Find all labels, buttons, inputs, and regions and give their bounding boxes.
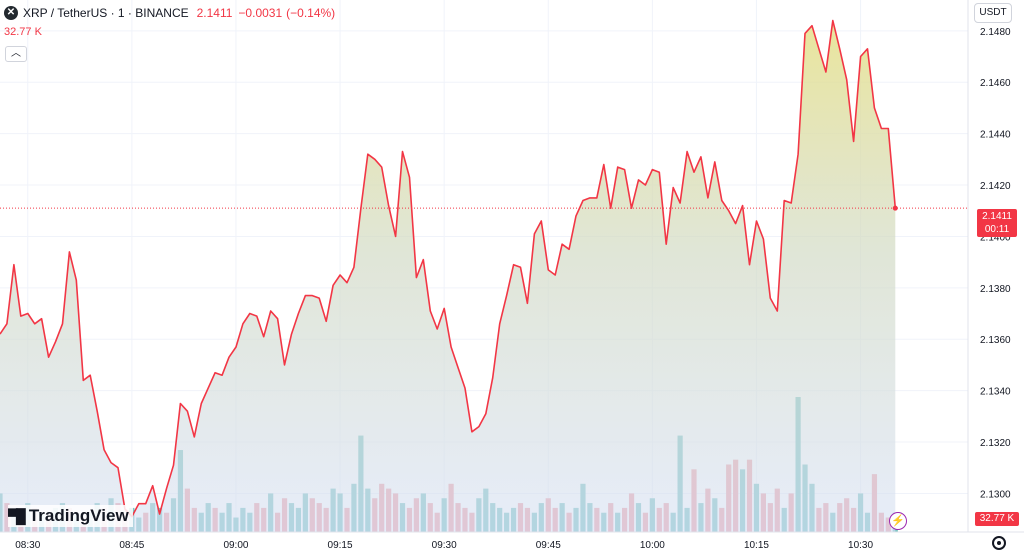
symbol-title[interactable]: XRP / TetherUS · 1 · BINANCE <box>23 6 189 20</box>
last-price-dot <box>892 205 898 211</box>
time-tick-label: 08:45 <box>119 540 144 551</box>
lightning-icon[interactable]: ⚡ <box>889 512 907 530</box>
price-change: −0.0031 <box>238 6 283 20</box>
price-area-fill <box>0 20 896 532</box>
price-tick-label: 2.1360 <box>980 335 1011 346</box>
time-tick-label: 10:00 <box>640 540 665 551</box>
time-tick-label: 08:30 <box>15 540 40 551</box>
price-axis-labels: 2.1480 2.1460 2.1440 2.1420 2.1400 2.1380 2.13… <box>980 27 1011 501</box>
currency-button[interactable]: USDT <box>974 3 1012 23</box>
tradingview-mark-icon: ▀█ <box>8 508 26 524</box>
volume-legend-value: 32.77 K <box>4 26 42 38</box>
price-line <box>0 19 897 518</box>
bar-countdown: 00:11 <box>984 224 1010 235</box>
chevron-up-icon: ︿ <box>11 48 21 59</box>
chart-header: ✕ XRP / TetherUS · 1 · BINANCE 2.1411 −0… <box>4 4 335 22</box>
time-axis-labels: 08:30 08:45 09:00 09:15 09:30 09:45 10:00 10:15… <box>15 540 873 551</box>
time-tick-label: 10:30 <box>848 540 873 551</box>
tradingview-logo[interactable]: ▀█ TradingView <box>8 505 133 527</box>
collapse-legend-button[interactable]: ︿ <box>5 46 27 62</box>
volume-tag: 32.77 K <box>975 512 1019 526</box>
last-price: 2.1411 <box>196 6 233 20</box>
price-tick-label: 2.1320 <box>980 438 1011 449</box>
last-price-tag: 2.1411 00:11 <box>977 209 1017 237</box>
time-tick-label: 09:15 <box>328 540 353 551</box>
tradingview-wordmark: TradingView <box>28 506 129 525</box>
price-tick-label: 2.1340 <box>980 387 1011 398</box>
price-tick-label: 2.1300 <box>980 489 1011 500</box>
price-tick-label: 2.1420 <box>980 181 1011 192</box>
price-change-percent: (−0.14%) <box>286 6 336 20</box>
price-tick-label: 2.1380 <box>980 284 1011 295</box>
time-tick-label: 09:00 <box>223 540 248 551</box>
gear-icon[interactable] <box>992 536 1006 550</box>
time-tick-label: 09:30 <box>432 540 457 551</box>
price-tick-label: 2.1480 <box>980 27 1011 38</box>
xrp-logo-icon: ✕ <box>4 6 18 20</box>
price-tick-label: 2.1460 <box>980 78 1011 89</box>
last-price-tag-value: 2.1411 <box>982 211 1012 222</box>
time-tick-label: 10:15 <box>744 540 769 551</box>
time-tick-label: 09:45 <box>536 540 561 551</box>
price-tick-label: 2.1440 <box>980 130 1011 141</box>
price-tick-label: 2.1400 <box>980 232 1011 243</box>
